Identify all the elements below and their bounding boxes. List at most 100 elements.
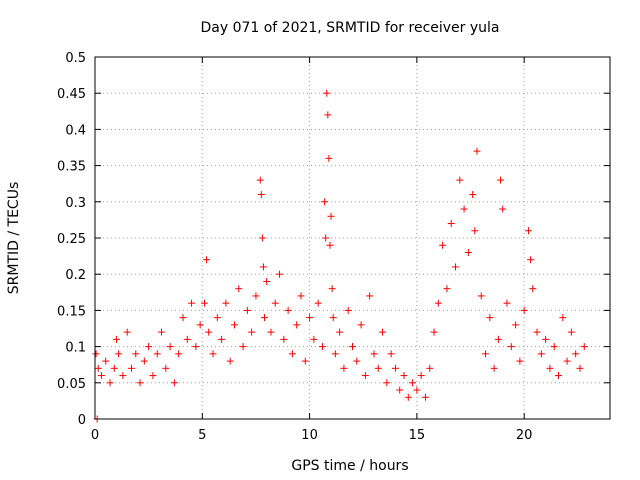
data-point <box>374 364 382 372</box>
data-point <box>413 386 421 394</box>
y-tick-label: 0.35 <box>57 160 86 175</box>
data-point <box>203 256 211 264</box>
data-point <box>209 350 217 358</box>
data-point <box>507 343 515 351</box>
data-point <box>370 350 378 358</box>
data-point <box>336 328 344 336</box>
data-point <box>546 364 554 372</box>
x-tick-label: 10 <box>301 428 318 443</box>
data-point <box>239 343 247 351</box>
data-point <box>555 372 562 380</box>
data-point <box>213 314 221 322</box>
data-point <box>322 234 330 242</box>
data-point <box>110 364 118 372</box>
data-point <box>284 306 292 314</box>
data-point <box>580 343 588 351</box>
data-point <box>243 306 251 314</box>
data-point <box>310 335 318 343</box>
data-point <box>218 335 226 343</box>
data-point <box>329 314 337 322</box>
data-point <box>340 364 348 372</box>
data-point <box>276 270 284 278</box>
data-point <box>499 205 507 213</box>
data-point <box>349 343 356 351</box>
data-point <box>477 292 485 300</box>
data-point <box>97 372 105 380</box>
data-point <box>404 393 412 401</box>
data-point <box>252 292 260 300</box>
data-point <box>226 357 234 365</box>
data-point <box>542 335 550 343</box>
data-point <box>94 364 102 372</box>
data-point <box>396 386 404 394</box>
y-axis-label: SRMTID / TECUs <box>6 182 22 295</box>
data-point <box>328 285 336 293</box>
data-point <box>533 328 541 336</box>
data-point <box>490 364 498 372</box>
data-point <box>439 241 447 249</box>
data-point <box>196 321 204 329</box>
y-tick-label: 0.15 <box>57 304 86 319</box>
y-tick-label: 0.2 <box>65 268 86 283</box>
data-point <box>452 263 459 271</box>
data-point <box>280 335 288 343</box>
data-point <box>503 299 511 307</box>
y-tick-label: 0.05 <box>57 377 86 392</box>
data-point <box>119 372 127 380</box>
data-point <box>572 350 580 358</box>
y-tick-label: 0 <box>78 413 86 428</box>
data-point <box>321 198 329 206</box>
data-point <box>271 299 279 307</box>
data-point <box>497 176 505 184</box>
data-point <box>464 248 472 256</box>
data-point <box>188 299 196 307</box>
y-tick-label: 0.4 <box>65 123 86 138</box>
data-point <box>314 299 322 307</box>
data-point <box>324 111 332 119</box>
data-point <box>325 154 333 162</box>
data-point <box>123 328 131 336</box>
data-point <box>456 176 464 184</box>
data-point <box>486 314 494 322</box>
data-point <box>102 357 110 365</box>
data-point <box>529 285 537 293</box>
data-point <box>379 328 387 336</box>
data-point <box>263 277 271 285</box>
data-point <box>318 343 326 351</box>
data-point <box>306 314 314 322</box>
data-point <box>473 147 481 155</box>
data-point <box>567 328 575 336</box>
data-point <box>132 350 140 358</box>
data-point <box>361 372 369 380</box>
data-point <box>357 321 365 329</box>
data-point <box>460 205 468 213</box>
gridlines <box>95 57 610 419</box>
data-point <box>235 285 243 293</box>
data-point <box>166 343 174 351</box>
data-point <box>261 314 269 322</box>
data-point <box>494 335 502 343</box>
data-point <box>115 350 123 358</box>
data-point <box>145 343 153 351</box>
data-point <box>421 393 429 401</box>
data-point <box>417 372 425 380</box>
data-point <box>527 256 535 264</box>
data-point <box>256 176 264 184</box>
data-point <box>175 350 183 358</box>
data-point <box>391 364 399 372</box>
data-point <box>153 350 161 358</box>
data-point <box>92 350 100 358</box>
data-point <box>230 321 238 329</box>
data-point <box>331 350 339 358</box>
data-point <box>559 314 567 322</box>
data-point <box>366 292 374 300</box>
data-point <box>524 227 532 235</box>
y-tick-label: 0.1 <box>65 341 86 356</box>
x-tick-label: 20 <box>516 428 533 443</box>
data-point <box>258 234 266 242</box>
y-tick-label: 0.45 <box>57 87 86 102</box>
data-point <box>293 321 301 329</box>
data-point <box>430 328 438 336</box>
data-point <box>516 357 524 365</box>
